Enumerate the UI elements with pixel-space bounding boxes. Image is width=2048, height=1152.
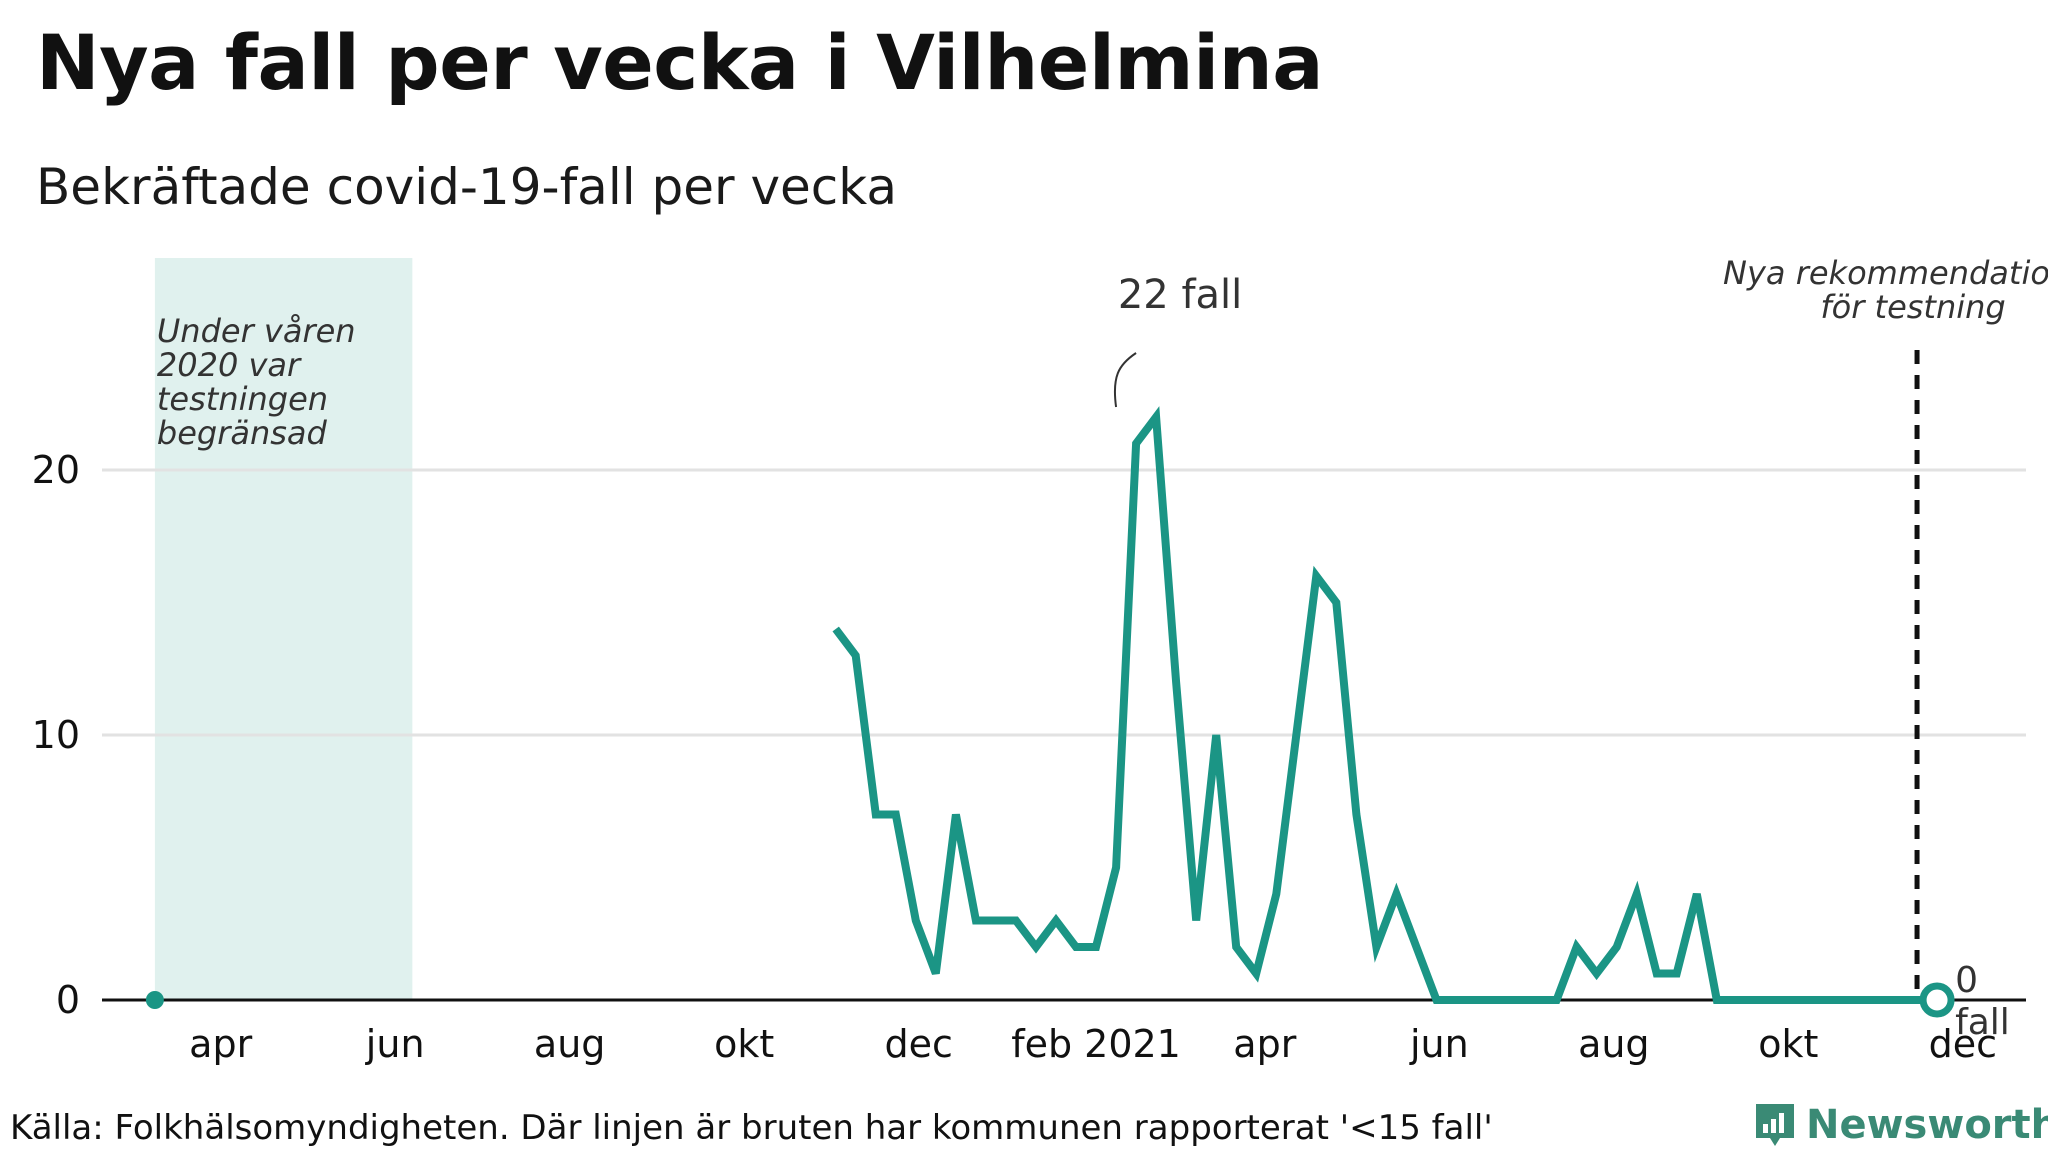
newsworthy-logo-icon	[1756, 1104, 1794, 1146]
x-tick-label: jun	[1409, 1022, 1469, 1066]
line-chart: 0 10 20 apr jun aug okt dec feb 2021 apr jun aug ok…	[32, 254, 2048, 1066]
gridlines	[102, 468, 2026, 1002]
chart-title: Nya fall per vecka i Vilhelmina	[36, 18, 1324, 107]
x-tick-label: apr	[1233, 1022, 1296, 1066]
shaded-annotation-line: 2020 var	[157, 346, 302, 384]
end-unit-label: fall	[1955, 1002, 2010, 1043]
x-tick-label: aug	[1578, 1022, 1650, 1066]
end-value-label: 0	[1955, 960, 1978, 1001]
x-axis-ticks: apr jun aug okt dec feb 2021 apr jun aug okt dec	[189, 1022, 1997, 1066]
source-note: Källa: Folkhälsomyndigheten. Där linjen …	[10, 1108, 1493, 1148]
series-layer	[145, 406, 1955, 1018]
chart-subtitle: Bekräftade covid-19-fall per vecka	[36, 158, 898, 216]
x-tick-label: jun	[365, 1022, 425, 1066]
shaded-annotation-line: testningen	[157, 380, 328, 418]
start-point-marker	[145, 991, 164, 1009]
x-tick-label: aug	[534, 1022, 606, 1066]
y-axis-ticks: 0 10 20	[32, 448, 80, 1022]
limited-testing-region	[154, 258, 413, 1000]
x-tick-label: dec	[884, 1022, 952, 1066]
shaded-annotation-line: begränsad	[157, 414, 328, 452]
y-tick-label: 0	[56, 978, 80, 1022]
end-point-marker	[1919, 982, 1955, 1018]
shaded-annotation-line: Under våren	[157, 312, 356, 350]
x-tick-label: apr	[189, 1022, 252, 1066]
vline-annotation-line: Nya rekommendationer	[1723, 254, 2048, 292]
shaded-region-layer	[154, 258, 413, 1000]
x-tick-label: okt	[1758, 1022, 1818, 1066]
y-tick-label: 10	[32, 713, 80, 757]
x-tick-label: dec	[1929, 1022, 1997, 1066]
newsworthy-logo-text: Newsworthy	[1806, 1102, 2048, 1148]
y-tick-label: 20	[32, 448, 80, 492]
series-line-0	[832, 406, 1938, 1004]
x-tick-label: feb 2021	[1011, 1022, 1181, 1066]
x-tick-label: okt	[714, 1022, 774, 1066]
peak-label: 22 fall	[1118, 272, 1242, 318]
vline-annotation-line: för testning	[1820, 288, 2005, 326]
newsworthy-logo: Newsworthy	[1752, 1100, 2048, 1150]
peak-leader-line	[1113, 352, 1137, 408]
